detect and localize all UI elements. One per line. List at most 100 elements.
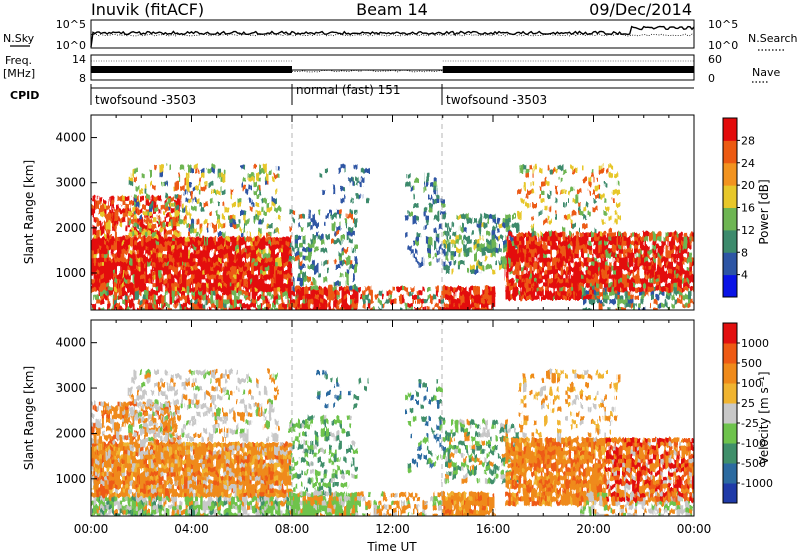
power-echo-cell: [349, 299, 353, 304]
power-echo-cell: [686, 274, 690, 279]
power-echo-cell: [604, 257, 608, 263]
power-echo-cell: [176, 299, 180, 304]
power-echo-cell: [363, 168, 367, 174]
power-echo-cell: [221, 295, 224, 300]
velocity-echo-cell: [184, 513, 188, 516]
power-echo-cell: [538, 168, 542, 174]
velocity-echo-cell: [117, 476, 120, 481]
power-echo-cell: [104, 225, 107, 231]
power-echo-cell: [601, 240, 605, 246]
power-echo-cell: [541, 198, 545, 203]
power-echo-cell: [436, 198, 440, 204]
power-echo-cell: [127, 299, 131, 304]
power-echo-cell: [674, 286, 678, 292]
power-echo-cell: [132, 257, 136, 263]
power-echo-cell: [169, 270, 172, 276]
power-echo-cell: [606, 282, 610, 288]
power-echo-cell: [528, 164, 532, 170]
velocity-echo-cell: [249, 463, 253, 469]
power-echo-cell: [441, 211, 445, 217]
power-echo-cell: [239, 262, 243, 267]
velocity-echo-cell: [252, 492, 256, 498]
power-echo-cell: [325, 214, 329, 219]
power-echo-cell: [388, 294, 392, 300]
power-echo-cell: [188, 164, 192, 170]
velocity-echo-cell: [140, 509, 144, 515]
velocity-echo-cell: [252, 442, 256, 448]
velocity-echo-cell: [127, 501, 131, 506]
velocity-echo-cell: [104, 484, 107, 490]
power-echo-cell: [166, 266, 170, 271]
power-echo-cell: [135, 241, 139, 246]
power-echo-cell: [191, 227, 195, 233]
power-echo-cell: [208, 245, 211, 250]
power-echo-cell: [658, 232, 662, 237]
velocity-echo-cell: [197, 450, 201, 456]
power-echo-cell: [292, 277, 296, 282]
power-echo-cell: [552, 274, 556, 279]
power-echo-cell: [573, 270, 577, 275]
power-echo-cell: [539, 287, 543, 292]
power-echo-cell: [312, 277, 316, 282]
power-echo-cell: [106, 213, 110, 218]
power-echo-cell: [276, 173, 280, 178]
power-echo-cell: [219, 185, 223, 191]
power-echo-cell: [604, 266, 608, 271]
power-echo-cell: [542, 266, 545, 271]
power-echo-cell: [262, 270, 266, 276]
power-echo-cell: [187, 257, 191, 263]
power-echo-cell: [370, 290, 374, 296]
power-echo-cell: [629, 245, 633, 250]
power-echo-cell: [187, 295, 191, 300]
power-echo-cell: [172, 202, 176, 208]
power-echo-cell: [302, 272, 306, 278]
velocity-echo-cell: [200, 463, 204, 469]
power-echo-cell: [200, 270, 204, 276]
velocity-echo-cell: [140, 476, 144, 481]
velocity-echo-cell: [106, 476, 110, 481]
power-echo-cell: [336, 290, 340, 296]
power-echo-cell: [188, 223, 192, 229]
power-echo-cell: [265, 241, 269, 246]
velocity-echo-cell: [148, 463, 152, 469]
velocity-echo-cell: [150, 505, 154, 510]
power-echo-cell: [96, 217, 100, 222]
power-echo-cell: [267, 245, 271, 250]
power-echo-cell: [453, 307, 457, 310]
velocity-echo-cell: [163, 509, 167, 515]
velocity-echo-cell: [286, 459, 289, 464]
power-echo-cell: [624, 257, 628, 263]
velocity-echo-cell: [244, 480, 248, 485]
power-echo-cell: [328, 209, 332, 215]
velocity-echo-cell: [130, 450, 133, 456]
power-echo-cell: [153, 299, 157, 304]
velocity-echo-cell: [195, 471, 198, 477]
power-echo-cell: [542, 245, 545, 250]
power-echo-cell: [218, 283, 222, 288]
power-echo-cell: [613, 240, 617, 246]
velocity-echo-cell: [93, 450, 97, 456]
power-echo-cell: [198, 189, 202, 195]
power-echo-cell: [341, 286, 345, 292]
power-echo-cell: [198, 177, 202, 182]
power-echo-cell: [91, 236, 94, 242]
power-echo-cell: [616, 278, 620, 284]
power-echo-cell: [124, 208, 128, 214]
power-echo-cell: [510, 235, 514, 240]
power-echo-cell: [565, 249, 569, 254]
power-echo-cell: [174, 225, 178, 231]
power-echo-cell: [471, 231, 475, 236]
power-echo-cell: [119, 257, 123, 263]
power-echo-cell: [286, 266, 289, 271]
power-echo-cell: [468, 303, 472, 308]
velocity-echo-cell: [143, 509, 146, 515]
velocity-echo-cell: [278, 513, 282, 516]
power-echo-cell: [580, 164, 584, 170]
power-echo-cell: [93, 287, 97, 292]
date-title: 09/Dec/2014: [589, 0, 692, 19]
power-echo-cell: [256, 185, 260, 191]
velocity-echo-cell: [156, 476, 159, 481]
velocity-echo-cell: [111, 463, 115, 469]
power-echo-cell: [521, 270, 525, 275]
power-echo-cell: [513, 240, 517, 246]
